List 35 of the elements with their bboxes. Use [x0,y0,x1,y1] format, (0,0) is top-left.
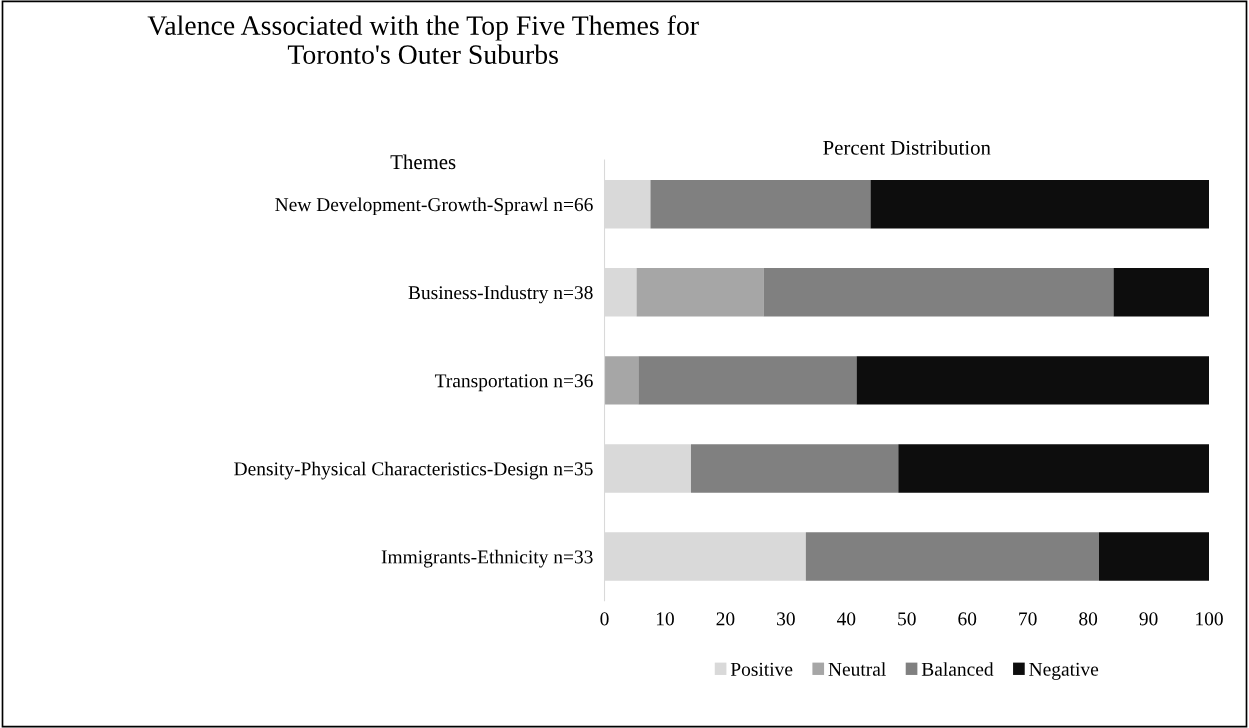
y-tick-label: New Development-Growth-Sprawl n=66 [275,197,593,216]
chart-title: Valence Associated with the Top Five Themes for Toronto's Outer Suburbs [147,15,699,65]
bar [763,268,1114,317]
legend-label: Negative [1029,662,1099,680]
bar [870,179,1210,229]
y-tick-label: Business-Industry n=38 [408,285,593,304]
x-tick-label: 30 [777,612,795,626]
x-tick-label: 50 [898,612,916,626]
bar [898,444,1210,493]
x-tick-label: 80 [1079,612,1098,626]
bar [604,356,639,405]
bar [1099,532,1210,581]
bar [805,532,1100,581]
y-axis-title: Themes [390,154,456,170]
x-axis-title: Percent Distribution [823,140,991,155]
x-tick-label: 60 [958,612,977,626]
bar [638,356,857,405]
bar [690,444,899,493]
bar [856,356,1210,405]
y-tick-label: Density-Physical Characteristics-Design n=35 [234,461,593,480]
x-tick-label: 70 [1019,612,1037,626]
legend-label: Balanced [921,662,994,676]
legend-label: Neutral [828,662,886,676]
legend-label: Positive [730,662,793,676]
x-tick-label: 100 [1196,612,1223,626]
bar [636,268,764,317]
x-tick-label: 0 [600,612,609,626]
x-tick-label: 10 [656,612,674,626]
bar [1113,268,1210,317]
bar [650,179,871,229]
x-tick-label: 90 [1139,612,1158,626]
x-tick-label: 20 [716,612,735,626]
x-tick-label: 40 [836,612,856,626]
y-tick-label: Transportation n=36 [434,374,593,392]
y-tick-label: Immigrants-Ethnicity n=33 [381,549,593,568]
